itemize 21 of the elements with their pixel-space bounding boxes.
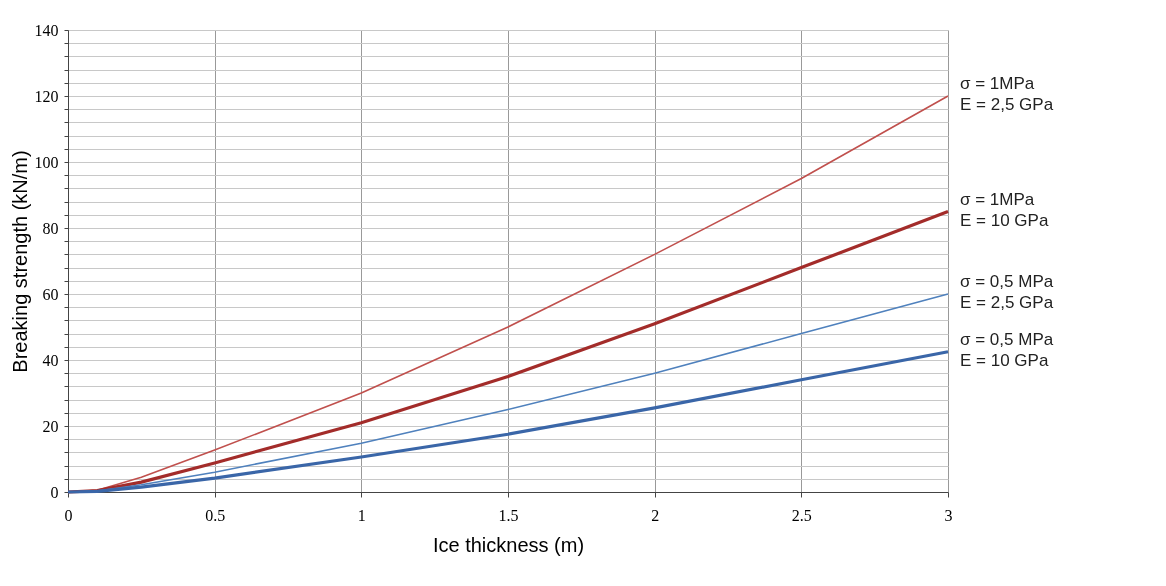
x-tick-label: 2.5 bbox=[791, 506, 812, 524]
x-tick-label: 0 bbox=[64, 506, 73, 524]
x-tick-label: 1 bbox=[357, 506, 366, 524]
y-tick-label: 60 bbox=[42, 285, 59, 303]
series-label: σ = 0,5 MPa E = 10 GPa bbox=[960, 329, 1054, 370]
y-axis-title: Breaking strength (kN/m) bbox=[8, 150, 31, 373]
series-label: σ = 1MPa E = 2,5 GPa bbox=[960, 74, 1054, 114]
x-tick-label: 2 bbox=[651, 506, 660, 524]
y-tick-label: 0 bbox=[50, 483, 59, 501]
y-tick-label: 120 bbox=[34, 87, 59, 105]
x-tick-label: 0.5 bbox=[205, 506, 226, 524]
series-label: σ = 1MPa E = 10 GPa bbox=[960, 189, 1049, 230]
x-axis-title: Ice thickness (m) bbox=[432, 533, 585, 556]
y-tick-label: 140 bbox=[34, 21, 59, 39]
x-tick-label: 3 bbox=[944, 506, 953, 524]
y-tick-label: 100 bbox=[34, 153, 59, 171]
series-label: σ = 0,5 MPa E = 2,5 GPa bbox=[960, 272, 1054, 312]
y-tick-label: 40 bbox=[42, 351, 59, 369]
x-tick-label: 1.5 bbox=[498, 506, 519, 524]
y-tick-label: 20 bbox=[42, 417, 59, 435]
y-tick-label: 80 bbox=[42, 219, 59, 237]
